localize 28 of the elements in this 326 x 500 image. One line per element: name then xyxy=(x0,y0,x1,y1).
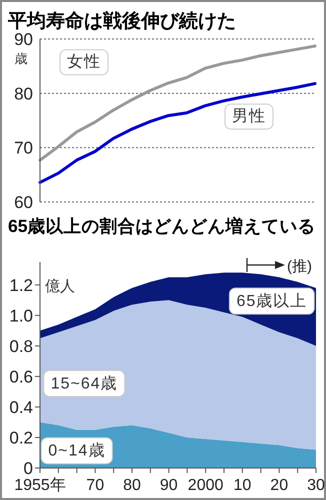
title: 65歳以上の割合はどんどん増えている xyxy=(8,216,316,236)
xtick: 90 xyxy=(160,477,178,494)
ytick: 1.2 xyxy=(9,276,33,295)
annotation: (推) xyxy=(287,258,312,275)
ytick: 0.4 xyxy=(9,398,33,417)
ylabel: 億人 xyxy=(45,278,75,295)
xtick: 10 xyxy=(234,477,252,494)
ytick: 90 xyxy=(14,30,33,49)
ytick: 0 xyxy=(24,459,33,478)
series-label: 65歳以上 xyxy=(236,292,308,310)
xtick: 70 xyxy=(86,477,104,494)
ytick: 0.8 xyxy=(9,336,33,356)
ytick: 60 xyxy=(14,193,33,212)
ylabel: 歳 xyxy=(14,51,28,66)
xtick: 80 xyxy=(123,477,141,494)
ytick: 0.6 xyxy=(9,367,33,386)
title: 平均寿命は戦後伸び続けた xyxy=(8,11,236,32)
series-label: 0~14歳 xyxy=(48,442,106,460)
ytick: 0.2 xyxy=(9,428,33,448)
xtick: 30 xyxy=(307,477,325,494)
xtick: 1955年 xyxy=(14,477,66,494)
xtick: 2000 xyxy=(188,477,224,494)
xtick: 20 xyxy=(270,477,288,494)
ytick: 1.0 xyxy=(9,306,33,326)
ytick: 80 xyxy=(14,84,33,104)
ytick: 70 xyxy=(14,138,33,158)
series-label: 男性 xyxy=(232,108,266,126)
series-label: 15~64歳 xyxy=(50,374,118,393)
